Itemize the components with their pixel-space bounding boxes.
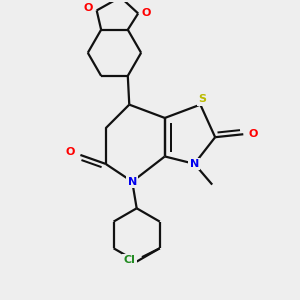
Text: O: O (65, 147, 75, 157)
Text: N: N (190, 159, 199, 169)
Text: O: O (249, 129, 258, 139)
Text: O: O (142, 8, 151, 18)
Text: S: S (199, 94, 207, 104)
Text: O: O (84, 2, 93, 13)
Text: N: N (128, 177, 137, 187)
Text: Cl: Cl (124, 255, 136, 265)
